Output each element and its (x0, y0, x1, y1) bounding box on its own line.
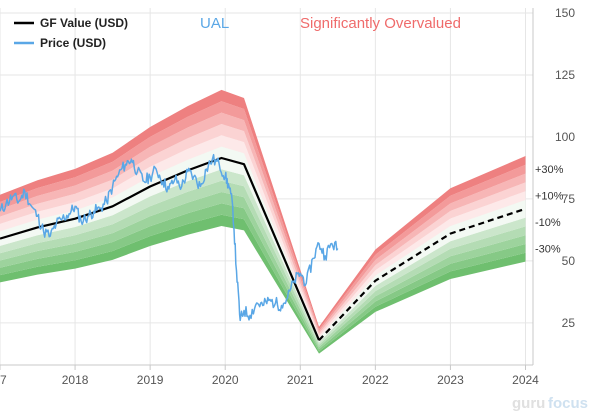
series-lines (0, 153, 526, 341)
gf-value-projection-line (318, 207, 526, 341)
y-tick-label: 25 (562, 316, 576, 330)
band-over-3 (0, 112, 526, 334)
band-over-1 (0, 135, 526, 338)
band-label: +30% (535, 164, 564, 176)
y-tick-label: 125 (555, 68, 575, 82)
x-tick-label: 2020 (212, 373, 239, 387)
legend: GF Value (USD) Price (USD) (14, 16, 128, 50)
svg-text:focus: focus (548, 395, 588, 412)
band-labels: +30% +10% -10% -30% (535, 164, 564, 255)
svg-text:guru: guru (512, 395, 545, 412)
y-tick-label: 100 (555, 130, 575, 144)
band-under-1 (0, 214, 526, 354)
band-label: +10% (535, 191, 564, 203)
x-tick-label: 2019 (137, 373, 164, 387)
axes: 25 50 75 100 125 150 7 2018 2019 2020 2021 2022 2023… (0, 6, 575, 387)
legend-label-price: Price (USD) (40, 36, 106, 50)
x-tick-label: 2022 (362, 373, 389, 387)
price-line (0, 153, 339, 322)
band-under-2 (0, 203, 526, 352)
x-tick-label: 7 (0, 373, 7, 387)
x-tick-label: 2024 (512, 373, 539, 387)
legend-label-gf-value: GF Value (USD) (40, 16, 128, 30)
watermark-logo: guru focus (512, 395, 588, 412)
x-tick-label: 2023 (437, 373, 464, 387)
gf-value-line (0, 156, 321, 341)
band-over-2 (0, 124, 526, 336)
band-label: -10% (535, 217, 561, 229)
band-under-3 (0, 192, 526, 350)
band-under-4 (0, 180, 526, 347)
x-tick-label: 2018 (62, 373, 89, 387)
valuation-label: Significantly Overvalued (300, 15, 461, 32)
band-label: -30% (535, 243, 561, 255)
y-tick-label: 75 (562, 192, 576, 206)
x-tick-label: 2021 (287, 373, 314, 387)
band-under-5 (0, 169, 526, 345)
ticker-label: UAL (200, 15, 229, 32)
y-tick-label: 50 (562, 254, 576, 268)
y-tick-label: 150 (555, 6, 575, 20)
